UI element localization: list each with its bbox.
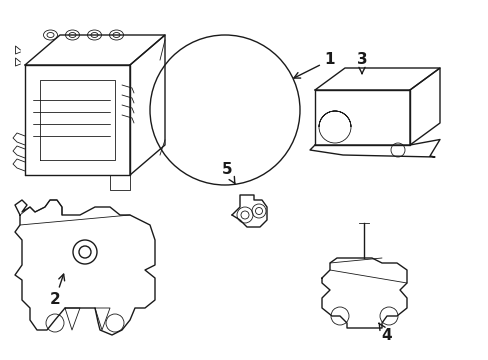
Text: 3: 3 [356,53,366,74]
Text: 2: 2 [49,274,64,307]
Text: 5: 5 [221,162,234,183]
Text: 4: 4 [378,323,391,343]
Text: 1: 1 [293,53,335,78]
